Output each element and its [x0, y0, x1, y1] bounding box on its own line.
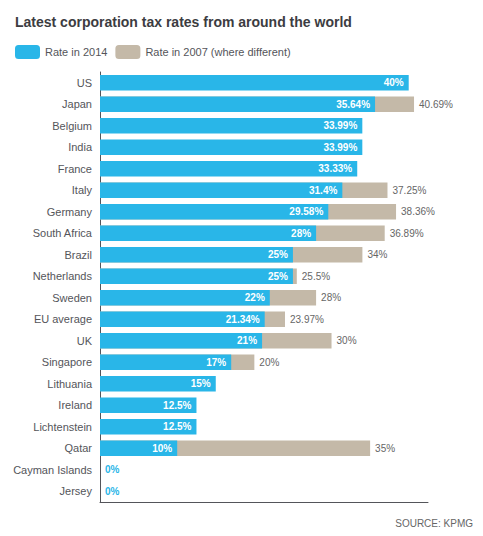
- svg-text:23.97%: 23.97%: [290, 314, 324, 325]
- svg-text:Lichtenstein: Lichtenstein: [33, 421, 92, 433]
- svg-text:SOURCE: KPMG: SOURCE: KPMG: [395, 518, 473, 529]
- svg-text:34%: 34%: [367, 249, 387, 260]
- svg-text:Jersey: Jersey: [60, 485, 93, 497]
- svg-text:Ireland: Ireland: [58, 399, 92, 411]
- svg-text:Singapore: Singapore: [42, 356, 92, 368]
- svg-text:UK: UK: [77, 335, 93, 347]
- svg-text:22%: 22%: [245, 292, 265, 303]
- svg-text:10%: 10%: [152, 443, 172, 454]
- svg-text:South Africa: South Africa: [33, 227, 93, 239]
- svg-text:India: India: [68, 141, 93, 153]
- svg-text:Belgium: Belgium: [52, 120, 92, 132]
- svg-text:Netherlands: Netherlands: [33, 270, 93, 282]
- svg-text:0%: 0%: [105, 486, 120, 497]
- svg-text:20%: 20%: [259, 357, 279, 368]
- svg-text:25%: 25%: [268, 249, 288, 260]
- svg-text:36.89%: 36.89%: [390, 228, 424, 239]
- svg-text:21%: 21%: [237, 335, 257, 346]
- svg-text:Brazil: Brazil: [64, 249, 92, 261]
- svg-text:25.5%: 25.5%: [302, 271, 330, 282]
- svg-text:25%: 25%: [268, 271, 288, 282]
- svg-text:Latest corporation tax rates f: Latest corporation tax rates from around…: [15, 14, 352, 30]
- svg-text:35.64%: 35.64%: [336, 99, 370, 110]
- svg-text:33.33%: 33.33%: [318, 163, 352, 174]
- svg-text:Rate in 2014: Rate in 2014: [45, 46, 107, 58]
- svg-text:38.36%: 38.36%: [401, 206, 435, 217]
- svg-text:0%: 0%: [105, 464, 120, 475]
- svg-text:40%: 40%: [384, 77, 404, 88]
- svg-text:EU average: EU average: [34, 313, 92, 325]
- svg-text:Qatar: Qatar: [64, 442, 92, 454]
- svg-text:Cayman Islands: Cayman Islands: [13, 464, 92, 476]
- svg-text:35%: 35%: [375, 443, 395, 454]
- svg-text:15%: 15%: [191, 378, 211, 389]
- svg-text:Germany: Germany: [47, 206, 93, 218]
- svg-text:12.5%: 12.5%: [163, 421, 191, 432]
- svg-text:33.99%: 33.99%: [323, 142, 357, 153]
- svg-text:31.4%: 31.4%: [309, 185, 337, 196]
- svg-text:37.25%: 37.25%: [392, 185, 426, 196]
- svg-text:29.58%: 29.58%: [289, 206, 323, 217]
- svg-text:Italy: Italy: [72, 184, 93, 196]
- svg-text:Rate in 2007 (where different): Rate in 2007 (where different): [145, 46, 290, 58]
- svg-text:28%: 28%: [291, 228, 311, 239]
- svg-text:40.69%: 40.69%: [419, 99, 453, 110]
- svg-text:28%: 28%: [321, 292, 341, 303]
- svg-text:12.5%: 12.5%: [163, 400, 191, 411]
- svg-text:21.34%: 21.34%: [226, 314, 260, 325]
- svg-text:17%: 17%: [206, 357, 226, 368]
- svg-text:33.99%: 33.99%: [323, 120, 357, 131]
- svg-text:Lithuania: Lithuania: [47, 378, 93, 390]
- svg-text:Sweden: Sweden: [52, 292, 92, 304]
- svg-text:US: US: [77, 77, 92, 89]
- svg-text:30%: 30%: [337, 335, 357, 346]
- svg-text:France: France: [58, 163, 92, 175]
- svg-text:Japan: Japan: [62, 98, 92, 110]
